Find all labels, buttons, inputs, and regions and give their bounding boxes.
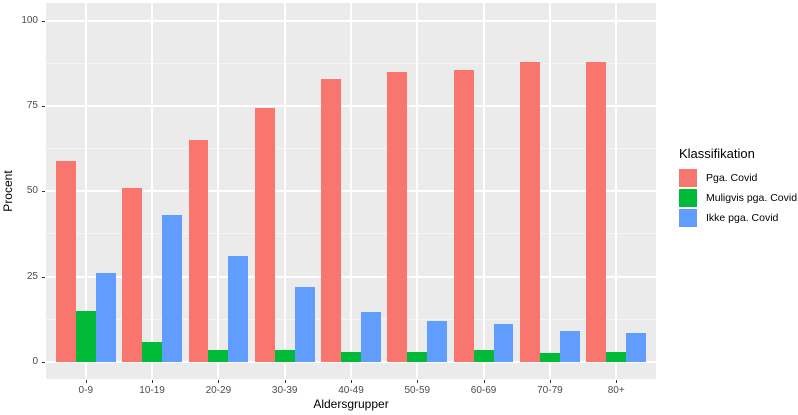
bar-10-19-series-0 [122,187,143,362]
x-tick-label: 50-59 [404,385,431,396]
bar-40-49-series-1 [341,351,361,362]
gridline-vertical [416,3,419,379]
bar-40-49-series-0 [321,78,342,362]
y-tick-mark [42,276,45,278]
x-axis-title: Aldersgrupper [313,397,389,411]
x-tick-mark [218,380,220,383]
bar-30-39-series-0 [254,107,275,362]
bar-80+-series-0 [586,61,607,362]
x-tick-label: 60-69 [470,385,497,396]
x-tick-mark [616,380,618,383]
x-tick-label: 30-39 [271,385,298,396]
legend-item: Pga. Covid [679,169,797,187]
legend-item: Ikke pga. Covid [679,209,797,227]
legend-swatch-1 [679,189,697,207]
bar-60-69-series-2 [493,324,514,362]
bar-0-9-series-0 [55,160,76,362]
bar-40-49-series-2 [360,312,381,362]
gridline-vertical [283,3,286,379]
bar-80+-series-2 [626,332,647,362]
x-tick-mark [483,380,485,383]
bar-70-79-series-2 [559,331,580,362]
x-tick-mark [549,380,551,383]
legend-title: Klassifikation [679,146,755,161]
y-tick-label: 25 [26,270,38,282]
gridline-vertical [84,3,87,379]
bar-20-29-series-1 [208,350,229,362]
y-tick-label: 0 [32,356,38,367]
bar-50-59-series-2 [427,321,448,362]
gridline-vertical [615,3,618,379]
y-tick-mark [42,362,45,363]
legend-swatch-0 [679,169,697,187]
legend: Klassifikation Pga. Covid Muligvis pga. C… [679,146,797,229]
x-tick-mark [417,380,419,383]
bar-20-29-series-0 [188,140,209,362]
gridline-vertical [548,3,551,379]
legend-label: Muligvis pga. Covid [706,192,798,204]
bar-0-9-series-2 [95,273,116,362]
bar-10-19-series-2 [162,215,182,362]
gridline-vertical [217,3,220,379]
x-tick-mark [152,380,154,383]
x-tick-mark [85,380,87,383]
bar-80+-series-1 [606,351,627,362]
legend-swatch-2 [679,209,697,227]
plot-panel [46,3,656,379]
x-tick-mark [351,380,352,383]
y-tick-label: 50 [26,185,38,197]
bar-20-29-series-2 [228,256,249,362]
bar-50-59-series-0 [387,71,408,362]
legend-item: Muligvis pga. Covid [679,189,797,207]
bar-70-79-series-1 [539,353,560,362]
bar-70-79-series-0 [520,61,540,362]
y-tick-mark [42,105,45,107]
x-tick-mark [284,380,286,383]
bar-60-69-series-1 [473,350,494,362]
x-tick-label: 20-29 [205,385,232,396]
x-tick-label: 80+ [607,385,625,396]
x-tick-label: 0-9 [78,385,93,396]
bar-60-69-series-0 [453,70,474,362]
bar-30-39-series-1 [274,350,295,362]
bar-0-9-series-1 [75,310,96,362]
legend-label: Pga. Covid [706,172,758,184]
x-tick-label: 70-79 [537,385,563,396]
bar-50-59-series-1 [407,351,428,362]
bar-10-19-series-1 [142,341,163,362]
gridline-vertical [151,3,154,379]
bar-30-39-series-2 [294,286,315,362]
gridline-vertical [350,3,352,379]
y-tick-label: 100 [21,14,38,26]
legend-items: Pga. Covid Muligvis pga. Covid Ikke pga. C… [679,169,797,227]
y-tick-label: 75 [26,99,38,111]
x-tick-label: 40-49 [338,385,364,396]
legend-label: Ikke pga. Covid [706,212,779,224]
x-tick-label: 10-19 [139,385,165,396]
y-tick-mark [42,191,45,193]
y-tick-mark [42,20,45,22]
gridline-vertical [482,3,485,379]
